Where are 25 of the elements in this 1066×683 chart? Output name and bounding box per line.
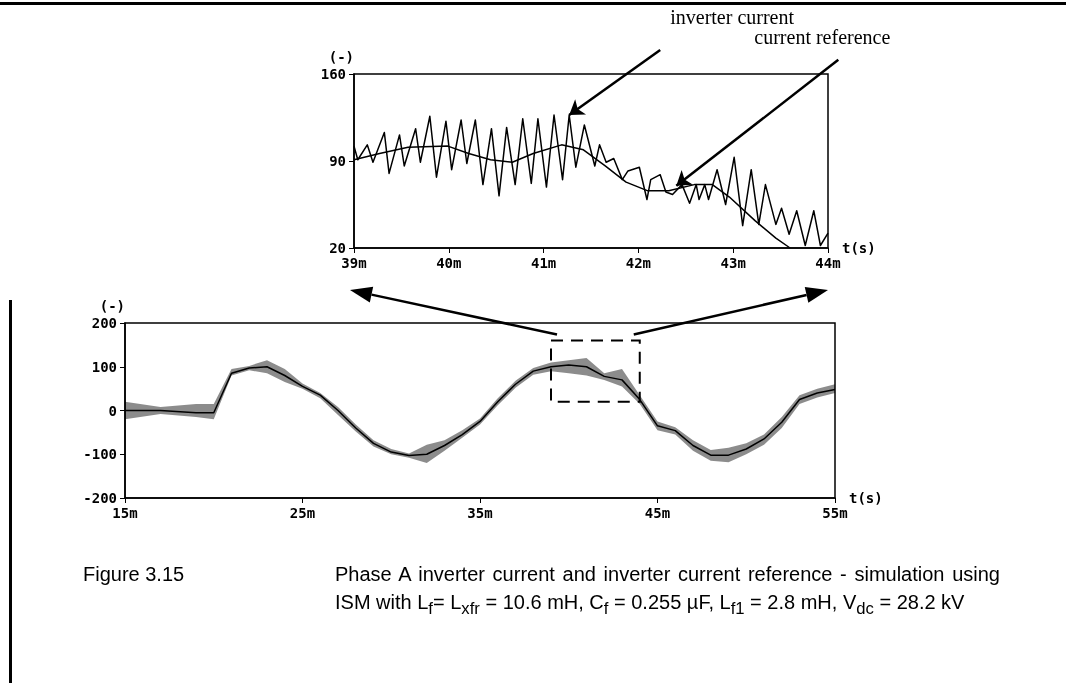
text: Phase A inverter current and inverter current reference - simulation using ISM with L$_{f}$= L$_{xfr}$ = 10.6 mH, C$_{f}$ = 0.255 µF, L$_{f1}$ = 2.8 mH, V$_{dc}$ = 28.2 kV [335,563,1000,618]
x-tick-label: 35m [467,505,493,521]
y-tick-label: -100 [83,446,117,463]
x-tick-label: 45m [644,505,671,521]
y-axis-title: (-) [328,49,354,65]
x-tick-label: 40m [436,255,462,271]
y-tick-label: 160 [320,66,346,82]
x-tick-label: 44m [815,255,841,271]
y-axis-title: (-) [99,298,125,314]
y-tick-label: 20 [329,240,346,256]
x-tick-label: 39m [341,255,367,271]
x-tick-label: 15m [112,505,138,521]
x-tick-label: 41m [530,255,557,271]
y-tick-label: 100 [91,358,117,375]
x-axis-title: t(s) [849,490,883,506]
y-tick-label: -200 [83,490,117,506]
y-tick-label: 0 [108,402,117,419]
x-tick-label: 43m [720,255,746,271]
x-tick-label: 25m [289,505,316,521]
x-tick-label: 55m [822,505,848,521]
x-tick-label: 42m [625,255,652,271]
y-tick-label: 90 [329,153,346,169]
x-axis-title: t(s) [842,240,876,256]
caption: Figure 3.15 [83,562,186,587]
y-tick-label: 200 [91,315,117,331]
